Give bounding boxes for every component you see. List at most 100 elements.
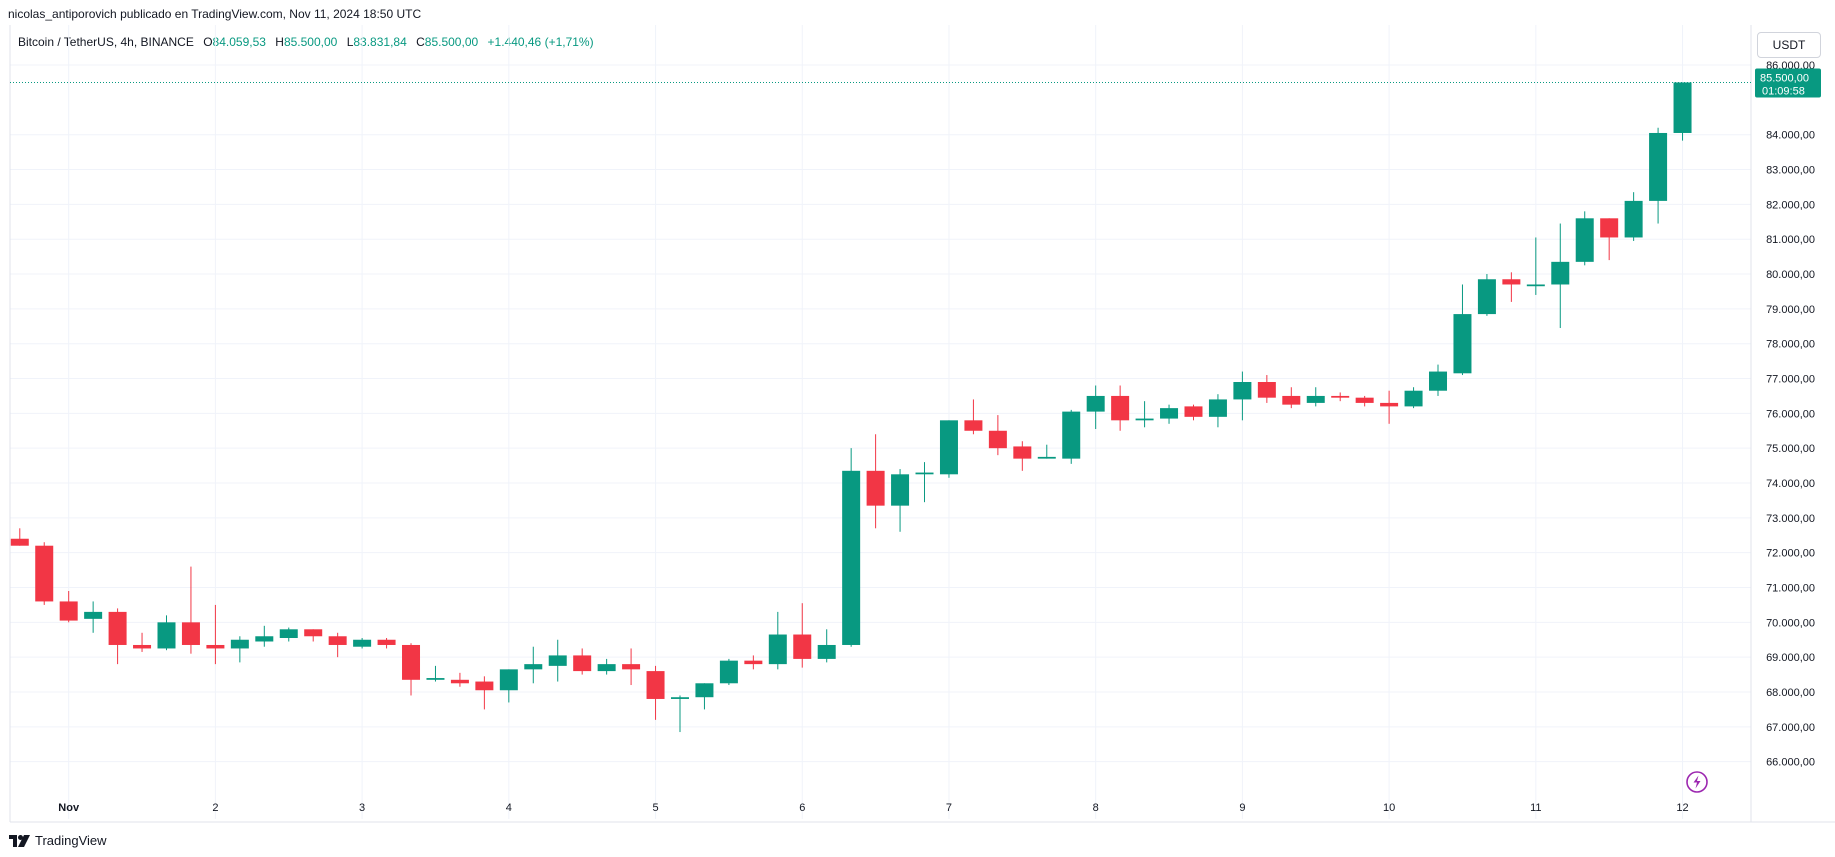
candle-body: [1184, 406, 1203, 417]
candle-up: [426, 665, 445, 682]
candle-up: [279, 627, 298, 642]
candle-body: [1306, 395, 1325, 403]
last-price-tag: 85.500,00 01:09:58: [1755, 68, 1821, 98]
candle-body: [1208, 399, 1227, 417]
open-value: 84.059,53: [212, 35, 266, 49]
candle-body: [842, 470, 861, 645]
candle-body: [891, 474, 910, 506]
candle-body: [328, 636, 347, 645]
y-tick-label: 76.000,00: [1766, 408, 1815, 420]
candle-body: [157, 622, 176, 649]
close-label: C: [416, 35, 425, 49]
tradingview-logo[interactable]: TradingView: [9, 833, 107, 848]
candle-up: [1062, 409, 1081, 464]
candle-up: [719, 658, 738, 686]
x-tick-label: 8: [1093, 802, 1099, 814]
bolt-icon[interactable]: [1684, 769, 1710, 795]
candle-down: [1184, 404, 1203, 421]
candle-down: [866, 434, 885, 529]
candle-body: [279, 629, 298, 639]
high-label: H: [275, 35, 284, 49]
candle-body: [206, 644, 225, 649]
candle-down: [377, 638, 396, 649]
candle-up: [597, 658, 616, 675]
candle-down: [1380, 390, 1399, 424]
x-tick-label: 4: [506, 802, 512, 814]
candle-up: [768, 611, 787, 670]
candle-down: [646, 665, 665, 720]
candle-body: [1135, 418, 1154, 421]
candle-down: [1013, 441, 1032, 471]
candle-body: [426, 678, 445, 680]
candle-body: [230, 639, 249, 649]
candle-body: [964, 420, 983, 431]
candle-down: [1282, 387, 1301, 409]
candle-up: [1649, 127, 1668, 224]
candle-body: [817, 644, 836, 659]
x-tick-label: 3: [359, 802, 365, 814]
candle-body: [524, 664, 543, 670]
y-tick-label: 78.000,00: [1766, 339, 1815, 351]
candle-body: [1037, 456, 1056, 459]
candle-down: [133, 632, 152, 652]
y-tick-label: 84.000,00: [1766, 130, 1815, 142]
x-tick-label: 5: [652, 802, 658, 814]
tradingview-logo-icon: [9, 834, 30, 847]
candle-down: [304, 629, 323, 642]
candle-down: [328, 632, 347, 658]
candle-body: [1160, 408, 1179, 419]
candle-body: [597, 664, 616, 672]
candle-body: [646, 671, 665, 699]
candle-down: [622, 648, 641, 686]
candle-up: [1429, 364, 1448, 396]
candle-up: [1160, 404, 1179, 424]
candle-body: [450, 679, 469, 684]
candle-up: [817, 629, 836, 663]
candle-up: [1306, 387, 1325, 407]
candle-body: [1429, 371, 1448, 391]
publisher-line: nicolas_antiporovich publicado en Tradin…: [8, 7, 422, 21]
candle-up: [524, 646, 543, 684]
candle-body: [108, 611, 127, 645]
candle-body: [719, 660, 738, 684]
candle-body: [1013, 446, 1032, 459]
candle-down: [1355, 395, 1374, 407]
candle-up: [1037, 444, 1056, 459]
candle-down: [59, 590, 78, 623]
candle-body: [939, 420, 958, 475]
candle-body: [1404, 390, 1423, 407]
candle-up: [1551, 223, 1570, 329]
symbol-name[interactable]: Bitcoin / TetherUS, 4h, BINANCE: [18, 35, 194, 49]
candle-down: [1111, 385, 1130, 431]
y-tick-label: 79.000,00: [1766, 304, 1815, 316]
candle-up: [842, 448, 861, 647]
low-label: L: [346, 35, 354, 49]
candle-up: [1477, 274, 1496, 316]
candle-body: [768, 634, 787, 665]
open-label: O: [203, 35, 213, 49]
candle-up: [1135, 401, 1154, 428]
candle-down: [35, 542, 54, 605]
candle-up: [157, 615, 176, 651]
candle-up: [548, 639, 567, 682]
candle-body: [1502, 279, 1521, 285]
candle-up: [891, 469, 910, 532]
x-tick-label: 12: [1676, 802, 1688, 814]
candle-down: [744, 655, 763, 670]
candle-body: [84, 611, 103, 619]
candle-down: [573, 648, 592, 675]
candle-body: [1257, 382, 1276, 398]
candle-up: [230, 636, 249, 663]
candle-body: [1086, 395, 1105, 412]
candle-body: [10, 538, 29, 546]
currency-button[interactable]: USDT: [1757, 32, 1821, 58]
last-price-tag-countdown: 01:09:58: [1762, 85, 1805, 97]
candle-up: [1233, 371, 1252, 421]
high-value: 85.500,00: [283, 35, 338, 49]
candle-up: [670, 695, 689, 733]
candle-down: [108, 608, 127, 665]
symbol-legend: Bitcoin / TetherUS, 4h, BINANCE O84.059,…: [18, 35, 594, 49]
candle-body: [1673, 82, 1692, 133]
candle-body: [1649, 132, 1668, 201]
